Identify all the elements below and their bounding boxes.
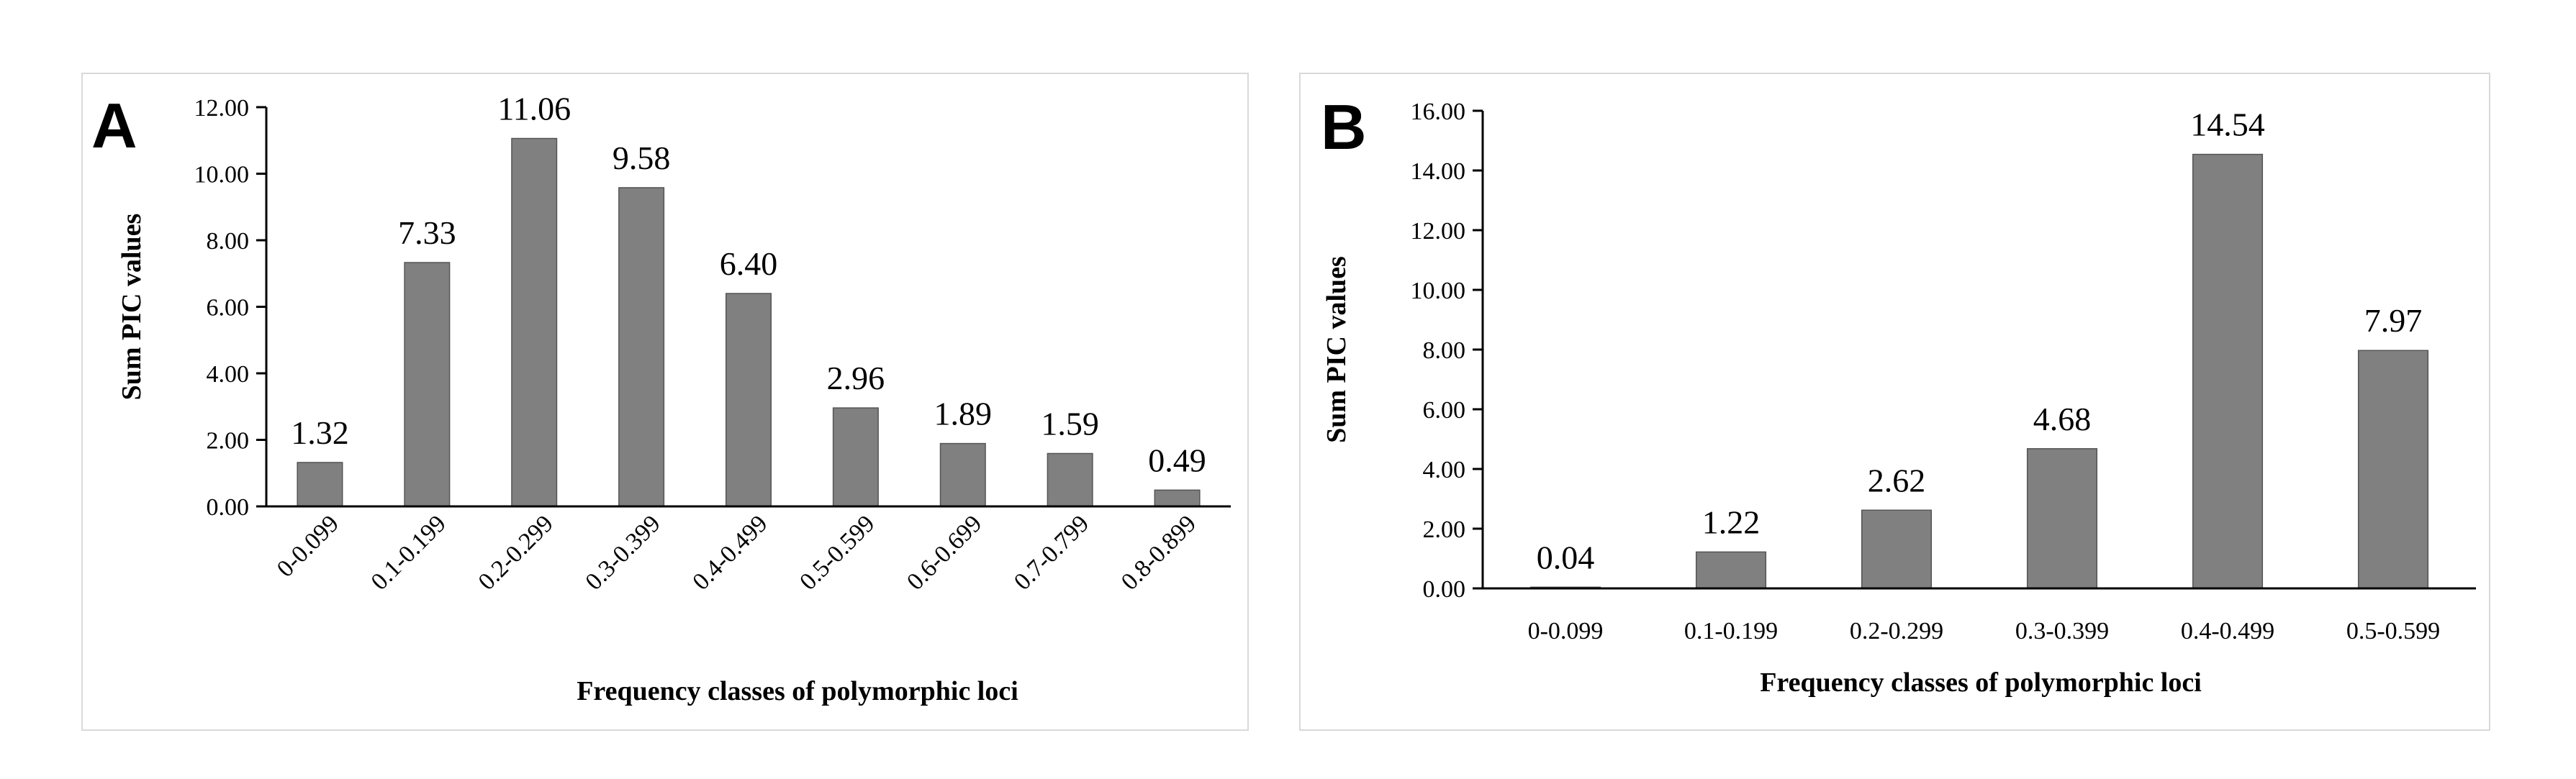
data-label: 1.32 xyxy=(291,414,349,451)
data-label: 7.97 xyxy=(2364,302,2423,339)
bar-0.4-0.499 xyxy=(725,293,772,507)
y-tick-label: 14.00 xyxy=(1411,158,1466,185)
data-label: 2.62 xyxy=(1868,462,1926,498)
bar-0.8-0.899 xyxy=(1154,489,1201,507)
y-tick-label: 16.00 xyxy=(1411,99,1466,125)
bar-0.4-0.499 xyxy=(2192,153,2264,589)
x-axis-title: Frequency classes of polymorphic loci xyxy=(1760,668,2202,698)
x-tick-label: 0.2-0.299 xyxy=(474,510,559,595)
y-tick-label: 0.00 xyxy=(1423,576,1466,603)
x-tick-label: 0.1-0.199 xyxy=(1684,618,1778,644)
x-tick-label: 0.1-0.199 xyxy=(366,510,451,595)
data-label: 11.06 xyxy=(497,90,571,127)
data-label: 2.96 xyxy=(827,360,885,396)
bar-0.1-0.199 xyxy=(1695,551,1767,589)
x-axis-title: Frequency classes of polymorphic loci xyxy=(577,676,1018,706)
bar-0-0.099 xyxy=(297,462,343,507)
y-tick-label: 12.00 xyxy=(1411,218,1466,245)
data-label: 4.68 xyxy=(2033,401,2092,437)
y-tick-label: 12.00 xyxy=(194,95,250,122)
x-tick-label: 0.2-0.299 xyxy=(1850,618,1943,644)
x-tick-label: 0.3-0.399 xyxy=(2015,618,2109,644)
data-label: 7.33 xyxy=(398,214,456,251)
y-tick-label: 2.00 xyxy=(1423,516,1466,543)
bar-0.3-0.399 xyxy=(618,187,665,507)
data-label: 0.04 xyxy=(1537,539,1595,575)
bar-0.1-0.199 xyxy=(404,262,451,507)
y-tick-label: 2.00 xyxy=(207,428,250,455)
y-tick-label: 8.00 xyxy=(1423,337,1466,364)
x-tick-label: 0.5-0.599 xyxy=(795,510,880,595)
bar-0.5-0.599 xyxy=(832,407,879,507)
bar-0.6-0.699 xyxy=(939,442,986,507)
y-tick-label: 10.00 xyxy=(1411,278,1466,304)
y-tick-label: 4.00 xyxy=(207,361,250,388)
y-tick-label: 6.00 xyxy=(207,295,250,322)
bar-chart-b: B 0.00 2.00 4.00 6.00 8.00 10.00 12.00 14.00 16.0… xyxy=(1321,91,2476,698)
bar-0.5-0.599 xyxy=(2357,350,2429,589)
data-label: 1.22 xyxy=(1702,504,1761,540)
data-label: 6.40 xyxy=(720,245,778,282)
x-tick-label: 0.5-0.599 xyxy=(2346,618,2440,644)
chart-panel-b: B 0.00 2.00 4.00 6.00 8.00 10.00 12.00 14.00 16.0… xyxy=(1299,73,2490,731)
x-tick-label: 0.6-0.699 xyxy=(902,510,987,595)
y-tick-label: 0.00 xyxy=(207,494,250,521)
bar-chart-a: A 0.00 2.00 4.00 6.00 8.00 10.00 12.00 1.32 0-0.0… xyxy=(91,90,1231,706)
data-label: 0.49 xyxy=(1148,442,1206,478)
data-label: 1.59 xyxy=(1041,405,1099,442)
y-axis-title: Sum PIC values xyxy=(1321,256,1352,443)
x-tick-label: 0.8-0.899 xyxy=(1116,510,1201,595)
bar-0.2-0.299 xyxy=(511,137,558,507)
x-tick-label: 0-0.099 xyxy=(1528,618,1604,644)
bar-0.7-0.799 xyxy=(1047,452,1093,507)
x-tick-label: 0-0.099 xyxy=(272,510,344,582)
y-axis-title: Sum PIC values xyxy=(117,214,147,401)
x-tick-label: 0.4-0.499 xyxy=(2181,618,2274,644)
data-label: 9.58 xyxy=(613,140,671,176)
y-tick-label: 8.00 xyxy=(207,228,250,255)
panel-label: A xyxy=(91,90,137,161)
x-tick-label: 0.4-0.499 xyxy=(687,510,772,595)
bar-0.2-0.299 xyxy=(1861,509,1933,589)
data-label: 1.89 xyxy=(934,396,993,432)
x-tick-label: 0.7-0.799 xyxy=(1009,510,1094,595)
data-label: 14.54 xyxy=(2190,106,2265,143)
y-tick-label: 4.00 xyxy=(1423,457,1466,483)
chart-panel-a: A 0.00 2.00 4.00 6.00 8.00 10.00 12.00 1.32 0-0.0… xyxy=(81,73,1249,731)
bar-0.3-0.399 xyxy=(2026,448,2098,589)
y-tick-label: 10.00 xyxy=(194,162,250,188)
panel-label: B xyxy=(1321,91,1367,163)
y-tick-label: 6.00 xyxy=(1423,397,1466,424)
x-tick-label: 0.3-0.399 xyxy=(580,510,665,595)
